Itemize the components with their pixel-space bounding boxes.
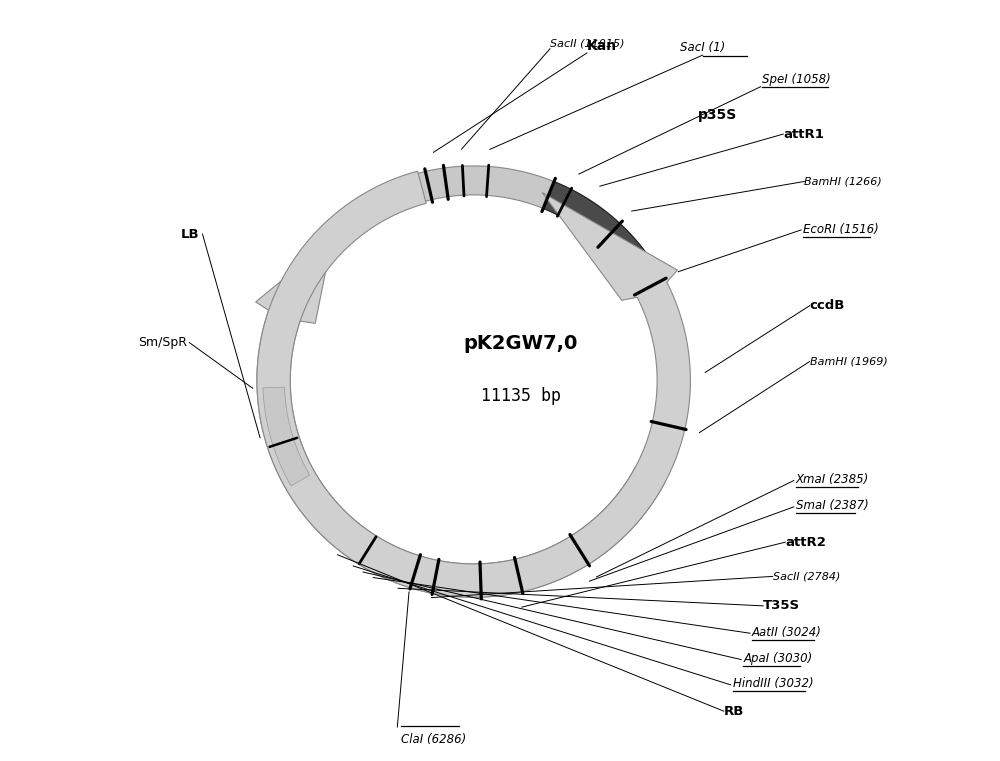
Text: p35S: p35S: [697, 107, 737, 122]
Text: AatII (3024): AatII (3024): [752, 626, 822, 638]
Text: SacI (1): SacI (1): [680, 41, 725, 54]
Text: BamHI (1969): BamHI (1969): [810, 357, 887, 367]
Polygon shape: [259, 166, 688, 595]
Polygon shape: [263, 387, 310, 486]
Text: attR2: attR2: [785, 536, 826, 549]
Text: Sm/SpR: Sm/SpR: [138, 336, 187, 349]
Text: SacII (11015): SacII (11015): [550, 39, 625, 49]
Text: HindIII (3032): HindIII (3032): [733, 677, 813, 690]
Polygon shape: [257, 171, 690, 597]
Text: LB: LB: [181, 228, 200, 240]
Text: ClaI (6286): ClaI (6286): [401, 734, 466, 747]
Polygon shape: [496, 558, 536, 594]
Text: ApaI (3030): ApaI (3030): [743, 652, 813, 665]
Text: ccdB: ccdB: [810, 299, 845, 312]
Text: RB: RB: [724, 705, 744, 718]
Text: pK2GW7,0: pK2GW7,0: [464, 334, 578, 353]
Text: 11135 bp: 11135 bp: [481, 387, 561, 406]
Text: XmaI (2385): XmaI (2385): [796, 473, 869, 486]
Text: attR1: attR1: [783, 128, 824, 141]
Text: BamHI (1266): BamHI (1266): [804, 177, 882, 186]
Polygon shape: [256, 239, 665, 597]
Polygon shape: [444, 182, 688, 595]
Polygon shape: [354, 534, 448, 593]
Text: SpeI (1058): SpeI (1058): [762, 72, 831, 86]
Text: Kan: Kan: [587, 39, 617, 53]
Text: SacII (2784): SacII (2784): [773, 572, 840, 581]
Text: EcoRI (1516): EcoRI (1516): [803, 224, 879, 237]
Text: SmaI (2387): SmaI (2387): [796, 499, 869, 512]
Text: T35S: T35S: [763, 600, 800, 613]
